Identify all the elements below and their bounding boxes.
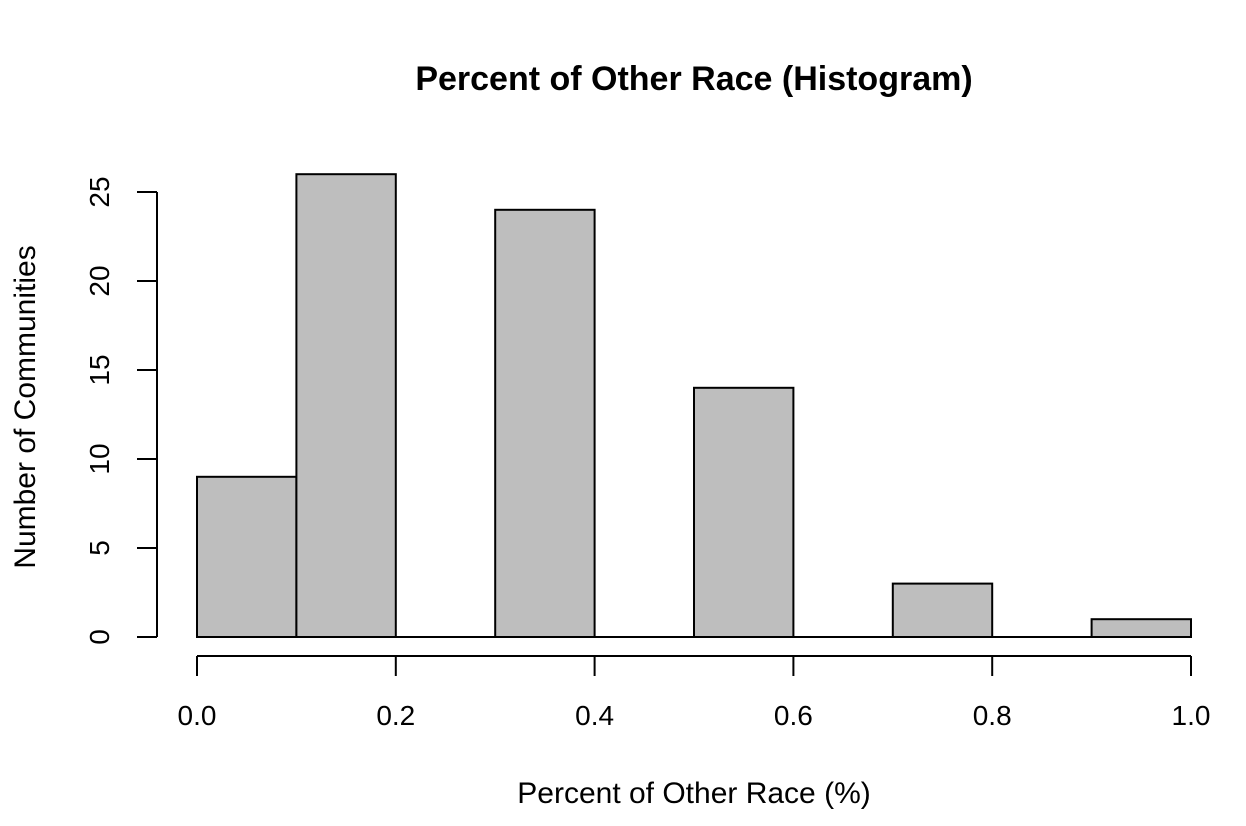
y-tick-label: 20: [84, 265, 115, 296]
histogram-bar: [494, 208, 596, 639]
histogram-bar: [196, 475, 298, 638]
histogram-bar: [295, 173, 397, 638]
histogram-bar: [1090, 618, 1192, 639]
x-tick-label: 0.2: [376, 700, 415, 731]
y-axis: 0 5 10 15 20 25: [84, 176, 158, 645]
x-axis: 0.0 0.2 0.4 0.6 0.8 1.0: [178, 655, 1211, 731]
bars-group: [196, 173, 1192, 639]
y-tick-label: 10: [84, 443, 115, 474]
chart-title: Percent of Other Race (Histogram): [415, 60, 972, 98]
x-tick-label: 1.0: [1172, 700, 1211, 731]
x-tick-label: 0.0: [178, 700, 217, 731]
y-axis-label: Number of Communities: [9, 245, 42, 568]
y-tick-label: 5: [84, 540, 115, 556]
x-tick-label: 0.6: [774, 700, 813, 731]
histogram-bar: [693, 386, 795, 638]
histogram-bar: [891, 582, 994, 638]
x-tick-label: 0.8: [973, 700, 1012, 731]
y-tick-label: 25: [84, 176, 115, 207]
x-axis-label: Percent of Other Race (%): [517, 777, 870, 810]
y-tick-label: 0: [84, 629, 115, 645]
y-tick-label: 15: [84, 354, 115, 385]
x-tick-label: 0.4: [575, 700, 614, 731]
